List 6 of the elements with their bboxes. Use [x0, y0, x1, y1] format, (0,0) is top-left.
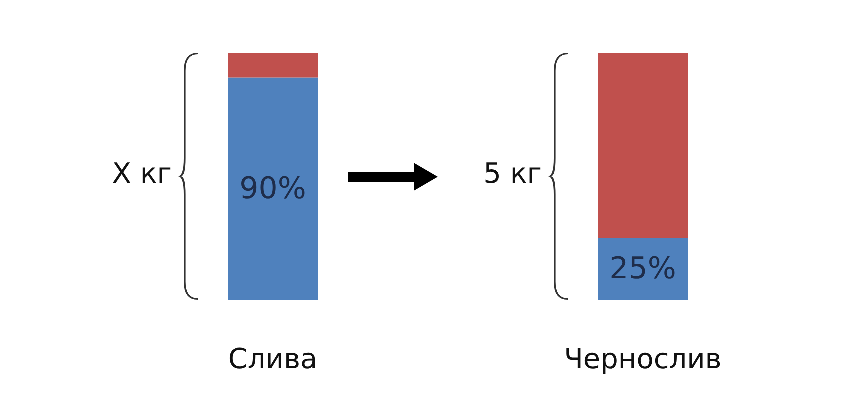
data-label: 90%: [240, 171, 306, 206]
annotation: X кг: [112, 156, 172, 190]
x-tick-label: Слива: [228, 342, 318, 376]
data-label: 25%: [610, 252, 676, 287]
x-tick-label: Чернослив: [564, 342, 722, 376]
annotation: 5 кг: [484, 156, 542, 190]
